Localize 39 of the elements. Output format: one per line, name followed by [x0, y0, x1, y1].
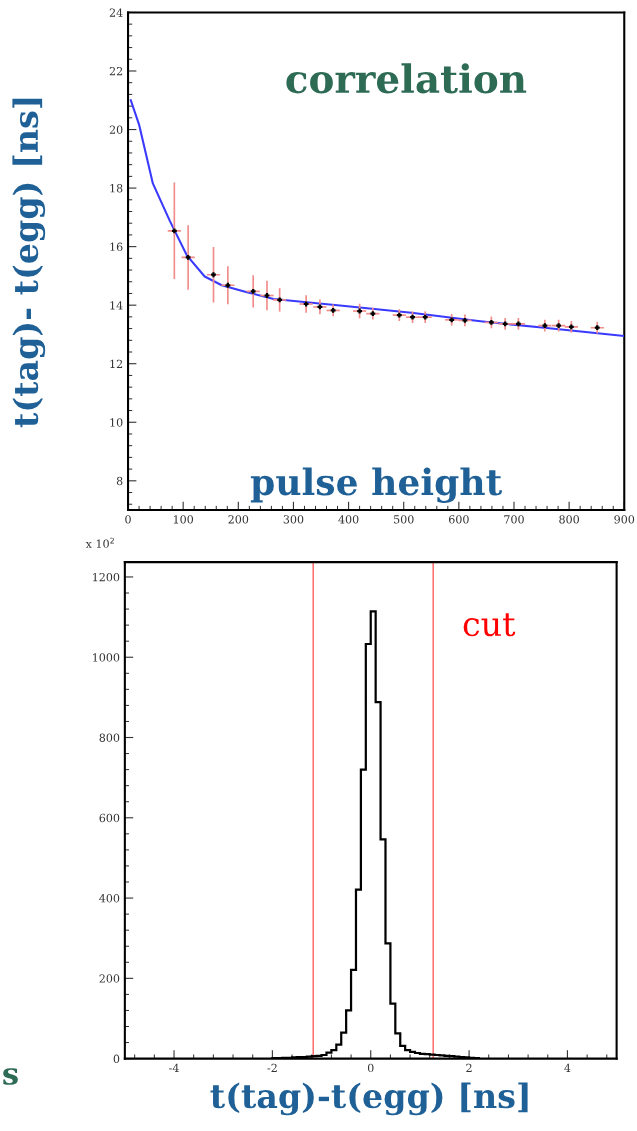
x-tick-label: 200: [228, 515, 249, 524]
x-tick-label: 600: [448, 515, 469, 524]
y-tick-label: 22: [109, 66, 123, 76]
y-tick-label: 20: [109, 125, 123, 134]
x-tick-label: -4: [169, 1063, 179, 1072]
line-series: [129, 99, 625, 337]
y-tick-label: 14: [110, 301, 123, 310]
annotation: correlation: [286, 63, 527, 94]
y-tick-label: 8: [116, 476, 123, 486]
y-tick-label: 10: [110, 418, 123, 427]
y-tick-label: 16: [110, 242, 123, 251]
x-axis-title: pulse height: [250, 467, 503, 503]
x-tick-label: 400: [338, 515, 359, 524]
x-tick-label: 100: [173, 515, 194, 524]
x-axis-title: t(tag)-t(egg) [ns]: [210, 1082, 528, 1116]
x-tick-label: 0: [367, 1063, 374, 1073]
y-tick-label: 0: [113, 1054, 120, 1063]
x-tick-label: 900: [614, 515, 635, 524]
y-tick-label: 12: [110, 359, 123, 368]
x-tick-label: 700: [504, 515, 524, 524]
y-tick-label: 200: [99, 974, 120, 983]
x-tick-label: 500: [394, 515, 414, 524]
y-tick-label: 24: [109, 8, 123, 17]
text: x 10$^{2}$: [85, 537, 114, 548]
text: s: [3, 1068, 18, 1085]
x-tick-label: 4: [564, 1063, 571, 1072]
y-tick-label: 400: [99, 894, 120, 903]
y-tick-label: 1200: [93, 572, 120, 582]
y-tick-label: 800: [99, 733, 120, 742]
x-tick-label: 300: [283, 515, 304, 524]
x-tick-label: 0: [125, 515, 131, 524]
annotation: cut: [463, 613, 516, 637]
y-tick-label: 18: [110, 184, 123, 193]
y-tick-label: 1000: [93, 653, 120, 662]
x-tick-label: 800: [559, 515, 579, 524]
x-tick-label: 2: [466, 1063, 472, 1072]
y-axis-title: t(tag)- t(egg) [ns]: [12, 98, 46, 428]
x-tick-label: -2: [267, 1063, 277, 1072]
y-tick-label: 600: [99, 813, 120, 823]
